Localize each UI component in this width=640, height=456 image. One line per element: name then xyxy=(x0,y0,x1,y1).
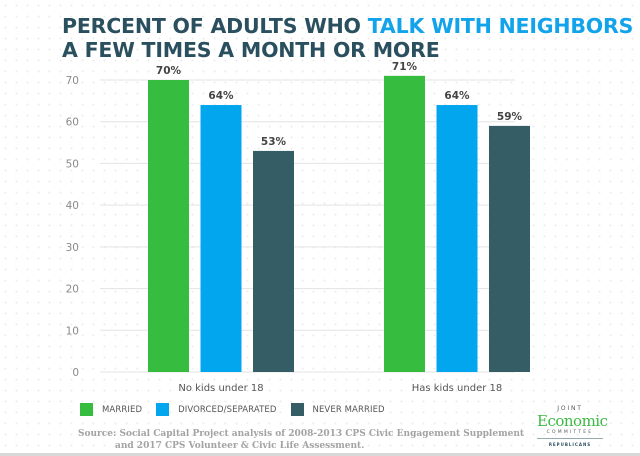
legend-item-married: MARRIED xyxy=(80,403,142,416)
y-tick-label: 0 xyxy=(72,367,79,379)
x-category-label: No kids under 18 xyxy=(178,383,263,394)
legend-label: MARRIED xyxy=(102,404,143,415)
y-tick-label: 30 xyxy=(66,242,79,254)
y-tick-label: 20 xyxy=(66,284,79,296)
bar xyxy=(253,150,294,372)
logo-committee: COMMITTEE xyxy=(546,430,594,435)
bar-value-label: 53% xyxy=(261,136,287,148)
source-note: Source: Social Capital Project analysis … xyxy=(78,428,524,452)
source-line1: Source: Social Capital Project analysis … xyxy=(78,429,525,439)
bar xyxy=(489,125,530,372)
bar-value-label: 70% xyxy=(156,65,182,77)
y-tick-label: 40 xyxy=(66,200,79,212)
bar-chart: 0 10 20 30 40 50 60 70 70% 64% 53% 71% 64% 59% No ki… xyxy=(66,61,530,394)
x-axis-labels: No kids under 18 Has kids under 18 xyxy=(178,383,502,394)
legend-label: DIVORCED/SEPARATED xyxy=(178,404,277,415)
bar-value-label: 59% xyxy=(497,111,523,123)
legend: MARRIED DIVORCED/SEPARATED NEVER MARRIED xyxy=(80,403,399,416)
y-tick-label: 70 xyxy=(66,75,79,87)
bar xyxy=(384,75,425,372)
bar xyxy=(148,80,189,372)
logo-joint: JOINT xyxy=(557,405,583,412)
logo-economic: Economic xyxy=(537,412,608,430)
bar xyxy=(436,105,478,373)
logo-republicans: REPUBLICANS xyxy=(548,442,592,447)
logo-divider xyxy=(537,438,603,439)
jec-logo: JOINT Economic COMMITTEE REPUBLICANS xyxy=(537,405,608,448)
x-category-label: Has kids under 18 xyxy=(412,383,503,394)
legend-item-divorced: DIVORCED/SEPARATED xyxy=(156,403,276,416)
legend-swatch-never-married xyxy=(290,403,304,416)
bar xyxy=(200,105,242,373)
bar-value-label: 64% xyxy=(444,90,470,102)
title-part2: A FEW TIMES A MONTH OR MORE xyxy=(62,38,440,62)
legend-swatch-married xyxy=(80,403,93,416)
title-part1: PERCENT OF ADULTS WHO xyxy=(62,14,368,38)
y-tick-label: 10 xyxy=(66,325,79,337)
y-tick-label: 50 xyxy=(66,158,79,170)
bar-value-label: 71% xyxy=(392,61,418,73)
source-line2: and 2017 CPS Volunteer & Civic Life Asse… xyxy=(115,441,365,451)
bar-value-labels: 70% 64% 53% 71% 64% 59% xyxy=(156,61,523,148)
legend-label: NEVER MARRIED xyxy=(312,404,385,415)
bars xyxy=(148,75,530,373)
legend-item-never-married: NEVER MARRIED xyxy=(290,403,385,416)
y-axis-ticks: 0 10 20 30 40 50 60 70 xyxy=(66,75,79,379)
title-highlight: TALK WITH NEIGHBORS xyxy=(367,14,634,38)
bar-value-label: 64% xyxy=(208,90,234,102)
chart-title: PERCENT OF ADULTS WHO TALK WITH NEIGHBOR… xyxy=(62,14,633,62)
y-tick-label: 60 xyxy=(66,117,79,129)
legend-swatch-divorced xyxy=(156,403,170,416)
bottom-scrollbar xyxy=(0,453,640,456)
